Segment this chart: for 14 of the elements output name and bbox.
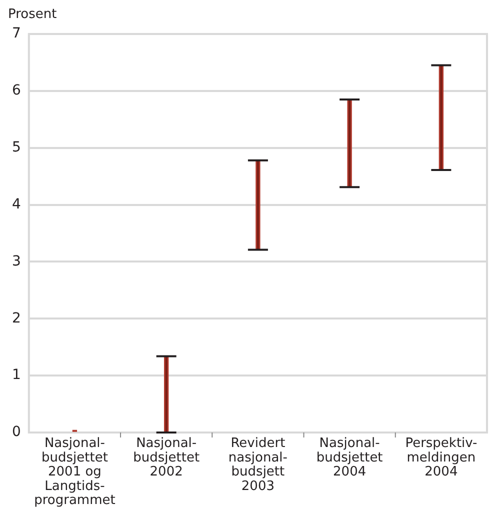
y-tick-label: 1: [12, 367, 21, 384]
y-tick-label: 5: [12, 140, 21, 156]
y-axis-title: Prosent: [8, 6, 57, 22]
y-tick-label: 7: [12, 26, 21, 42]
x-tick-label: Revidert nasjonal- budsjett 2003: [228, 436, 288, 494]
y-tick-label: 6: [12, 82, 21, 99]
x-tick-label: Nasjonal- budsjettet 2002: [133, 436, 200, 480]
y-tick-label: 2: [12, 310, 21, 326]
x-tick-label: Nasjonal- budsjettet 2001 og Langtids- programmet: [34, 436, 116, 508]
y-tick-label: 0: [12, 424, 21, 440]
y-tick-label: 3: [12, 253, 21, 270]
x-tick-label: Perspektiv- meldingen 2004: [405, 436, 478, 480]
y-tick-label: 4: [12, 196, 21, 212]
x-tick-label: Nasjonal- budsjettet 2004: [316, 436, 383, 480]
